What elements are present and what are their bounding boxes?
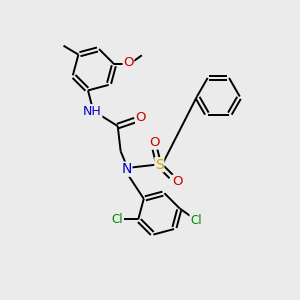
Text: O: O: [136, 111, 146, 124]
Text: O: O: [123, 56, 134, 69]
Text: O: O: [172, 176, 182, 188]
Text: Cl: Cl: [112, 213, 123, 226]
Text: NH: NH: [83, 105, 102, 118]
Text: Cl: Cl: [190, 214, 202, 227]
Text: S: S: [155, 158, 164, 172]
Text: N: N: [122, 162, 132, 176]
Text: O: O: [150, 136, 160, 149]
